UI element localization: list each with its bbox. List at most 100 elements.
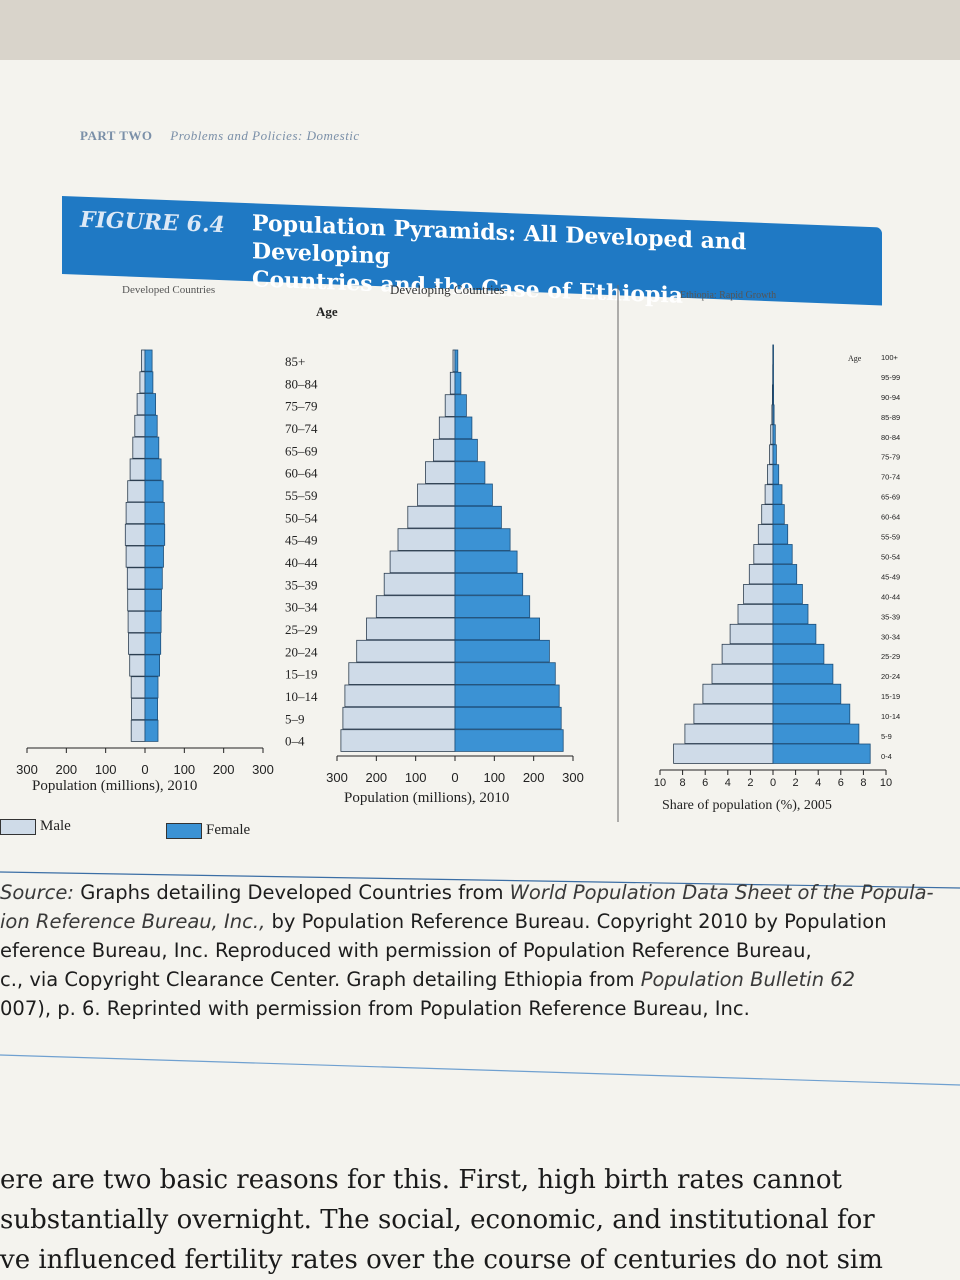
male-bar — [136, 393, 146, 416]
female-bar — [144, 501, 165, 524]
female-bar — [144, 458, 162, 481]
male-bar — [124, 523, 146, 546]
age-group-label: 0-4 — [881, 752, 892, 761]
male-bar — [125, 545, 146, 568]
female-bar — [772, 663, 834, 685]
male-bar — [737, 604, 774, 625]
x-tick-label: 200 — [213, 762, 235, 777]
age-group-label: 45–49 — [285, 533, 318, 548]
female-bar — [772, 364, 774, 385]
female-bar — [772, 683, 842, 705]
x-tick-label: 100 — [173, 762, 195, 777]
age-group-label: 40–44 — [285, 555, 318, 570]
chart3-xlabel: Share of population (%), 2005 — [662, 798, 832, 813]
age-group-label: 40-44 — [881, 592, 900, 601]
female-bar — [454, 438, 478, 462]
age-group-label: 5–9 — [285, 711, 305, 726]
x-tick-label: 0 — [141, 762, 148, 777]
female-bar — [454, 684, 560, 708]
chart2-title: Developing Countries — [390, 282, 505, 297]
age-group-label: 35–39 — [285, 577, 318, 592]
male-bar — [127, 610, 146, 633]
age-group-label: 70–74 — [285, 421, 318, 436]
age-group-label: 90-94 — [881, 393, 900, 402]
legend-male-label: Male — [40, 818, 71, 834]
female-bar — [144, 393, 157, 416]
female-bar — [772, 723, 860, 744]
age-group-label: 80–84 — [285, 376, 318, 391]
male-bar — [432, 438, 456, 462]
female-bar — [454, 416, 473, 440]
male-bar — [129, 654, 146, 677]
female-bar — [454, 550, 518, 574]
source-line-2: ion Reference Bureau, Inc., by Populatio… — [0, 907, 950, 936]
male-bar — [130, 676, 146, 699]
body-line-1: ere are two basic reasons for this. Firs… — [0, 1165, 843, 1195]
source-line-1b: World Population Data Sheet of the Popul… — [509, 881, 934, 904]
age-group-label: 20–24 — [285, 644, 318, 659]
female-bar — [454, 617, 540, 641]
age-axis-title: Age — [316, 304, 338, 319]
x-tick-label: 10 — [654, 777, 666, 789]
male-swatch — [0, 818, 36, 835]
male-bar — [129, 458, 146, 481]
female-bar — [144, 676, 159, 699]
running-head: PART TWO Problems and Policies: Domestic — [80, 128, 360, 144]
male-bar — [753, 544, 774, 565]
female-bar — [144, 480, 164, 503]
male-bar — [342, 706, 456, 730]
male-bar — [449, 371, 456, 395]
female-bar — [454, 528, 511, 551]
female-bar — [772, 344, 774, 365]
male-bar — [764, 484, 774, 505]
male-bar — [127, 589, 146, 612]
x-tick-label: 10 — [880, 777, 892, 789]
male-bar — [673, 743, 774, 764]
female-bar — [144, 610, 162, 633]
age-group-label: 10-14 — [881, 712, 900, 721]
source-label: Source: — [0, 881, 74, 904]
source-line-4a: c., via Copyright Clearance Center. Grap… — [0, 968, 635, 991]
female-bar — [454, 662, 556, 685]
age-group-label: 15–19 — [285, 667, 318, 682]
age-group-label: 55–59 — [285, 488, 318, 503]
male-bar — [407, 505, 456, 529]
male-bar — [438, 416, 456, 440]
age-group-label: 45-49 — [881, 572, 900, 581]
source-line-2b: by Population Reference Bureau. Copyrigh… — [271, 910, 887, 933]
age-group-label: 30–34 — [285, 600, 318, 615]
age-group-label: 95-99 — [881, 373, 900, 382]
female-bar — [772, 623, 817, 645]
female-bar — [144, 523, 166, 546]
x-tick-label: 6 — [702, 777, 708, 789]
female-bar — [454, 729, 564, 752]
male-bar — [693, 703, 774, 724]
age-group-label: 25–29 — [285, 622, 318, 637]
source-rule-bottom — [0, 1054, 960, 1086]
female-bar — [772, 404, 775, 425]
female-bar — [772, 524, 789, 545]
body-text: ere are two basic reasons for this. Firs… — [0, 1160, 960, 1280]
male-bar — [348, 662, 456, 685]
female-bar — [144, 719, 159, 742]
female-bar — [454, 371, 462, 395]
age-group-label: 35-39 — [881, 612, 900, 621]
ethiopia-age-axis-title: Age — [848, 354, 862, 363]
male-bar — [356, 639, 456, 663]
x-tick-label: 2 — [747, 777, 753, 789]
chart3-title: Ethiopia: Rapid Growth — [680, 290, 777, 301]
female-bar — [144, 545, 164, 568]
female-bar — [144, 632, 162, 655]
age-group-label: 70-74 — [881, 473, 900, 482]
age-group-label: 15-19 — [881, 692, 900, 701]
male-bar — [126, 567, 146, 590]
male-bar — [127, 480, 146, 503]
body-line-3: ve influenced fertility rates over the c… — [0, 1245, 883, 1275]
female-bar — [772, 444, 777, 465]
male-bar — [444, 394, 456, 417]
female-bar — [772, 743, 871, 764]
male-bar — [761, 504, 774, 525]
age-group-label: 30-34 — [881, 632, 900, 641]
x-tick-label: 8 — [860, 777, 866, 789]
